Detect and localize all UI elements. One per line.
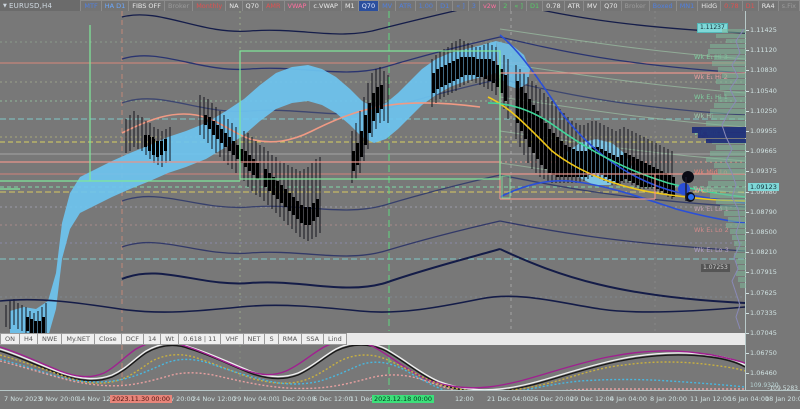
subpanel-button-wt[interactable]: Wt	[160, 333, 179, 345]
price-tick: 1.11425	[746, 26, 777, 34]
price-tick: 1.09080	[746, 187, 777, 196]
price-axis[interactable]: 1.11425 1.11120 1.10830 1.10540 1.10250 1.099…	[692, 11, 800, 390]
fan-blue-lower	[499, 179, 745, 224]
subpanel-button-ssa[interactable]: SSA	[301, 333, 324, 345]
time-tick: 21 Dec 04:00	[487, 395, 531, 403]
price-tick: 1.07045	[746, 329, 777, 337]
time-tick: 16 Jan 04:00	[728, 395, 770, 403]
subpanel-toolbar: ON H4 NWE My.NET Close DCF 14 Wt 0.618 | 11 VHF NE…	[0, 333, 745, 345]
time-tick: 8 Jan 20:00	[650, 395, 688, 403]
top-toolbar: ▼ EURUSD,H4 MTF HA D1 FIBS OFF Broker Monthl…	[0, 0, 800, 13]
price-tick: 1.11120	[746, 46, 777, 55]
candle-group-260	[263, 147, 321, 241]
symbol-ticker[interactable]: ▼ EURUSD,H4	[0, 0, 55, 11]
time-tick: 11 Jan 12:00	[690, 395, 732, 403]
level-label-wk-e-hi-1: Wk E₁ Hi 1	[694, 93, 728, 101]
level-label-wk-e-lo-2: Wk E₁ Lo 2	[694, 226, 729, 234]
time-tick: 2023.11.30 00:00	[110, 395, 173, 403]
time-tick: 6 Dec 12:00	[313, 395, 353, 403]
subpanel-button-on[interactable]: ON	[0, 333, 19, 345]
level-label-wk-e-hi-2: Wk E₁ Hi 2	[694, 73, 728, 81]
main-chart-canvas[interactable]: 1.11237 1.07253 Wk E₁ Hi 3 Wk E₁ Hi 2 Wk E…	[0, 11, 745, 390]
price-tick: 1.10250	[746, 106, 777, 115]
candle-group-350	[351, 67, 389, 183]
price-tick: 1.07915	[746, 268, 777, 277]
price-tag-top: 1.11237	[697, 23, 728, 33]
subpanel-button-close[interactable]: Close	[93, 333, 121, 345]
subpanel-button-vhf[interactable]: VHF	[220, 333, 243, 345]
subpanel-button-dcf[interactable]: DCF	[120, 333, 143, 345]
subpanel-button-s[interactable]: S	[264, 333, 278, 345]
price-tick: 1.09955	[746, 127, 777, 135]
subpanel-button-nwe[interactable]: NWE	[37, 333, 62, 345]
time-tick: 7 Nov 2023	[4, 395, 42, 403]
time-tick: 4 Jan 04:00	[610, 395, 648, 403]
time-tick: 24 Nov 12:00	[192, 395, 236, 403]
level-label-wk-hi: Wk Hi	[694, 112, 713, 120]
subpanel-button-net[interactable]: NET	[242, 333, 265, 345]
price-tick: 1.09375	[746, 167, 777, 176]
time-tick: 2023.12.18 00:00	[372, 395, 435, 403]
price-tick: 1.08790	[746, 207, 777, 216]
volume-profile	[692, 28, 746, 330]
time-axis[interactable]: 7 Nov 2023 9 Nov 20:00 14 Nov 12:00 2023.11…	[0, 385, 800, 409]
time-tick: 29 Nov 04:00	[233, 395, 277, 403]
price-tick: 1.09665	[746, 147, 777, 156]
time-tick: 18 Jan 20:00	[765, 395, 800, 403]
trade-marker	[678, 171, 695, 202]
current-price-tag: 1.09123	[748, 183, 779, 191]
price-tag-bottom: 1.07253	[700, 263, 731, 273]
price-tick: 1.10830	[746, 66, 777, 75]
subpanel-button-14[interactable]: 14	[142, 333, 161, 345]
candle-group-430	[431, 39, 509, 119]
price-tick: 1.08500	[746, 228, 777, 236]
time-tick: 1 Dec 20:00	[276, 395, 316, 403]
time-tick: 21 Nov 20:00	[151, 395, 195, 403]
price-tick: 1.10540	[746, 86, 777, 95]
time-axis-right-value: -109.5283	[767, 385, 798, 392]
subpanel-button-0-618-11[interactable]: 0.618 | 11	[178, 333, 221, 345]
axis-bottom-value: 109.9320	[750, 382, 779, 389]
subpanel-button-my-net[interactable]: My.NET	[61, 333, 94, 345]
level-label-wk-e-lo-3: Wk E₁ Lo 3	[694, 246, 729, 254]
time-tick: 14 Nov 12:00	[77, 395, 121, 403]
level-label-wk-e-lo-1: Wk E₁ Lo 1	[694, 205, 729, 213]
symbol-label: EURUSD,H4	[9, 1, 53, 10]
subpanel-button-rma[interactable]: RMA	[277, 333, 302, 345]
price-tick: 1.06460	[746, 369, 777, 378]
ma-salmon	[121, 102, 481, 143]
time-tick: 26 Dec 20:00	[530, 395, 574, 403]
toolbar-button-row: MTF HA D1 FIBS OFF Broker Monthly NA Q70 AMR VWA…	[80, 0, 800, 13]
time-tick: 29 Dec 12:00	[570, 395, 614, 403]
fan-yellow	[487, 96, 745, 202]
time-tick: 11 Dec 04:00	[350, 395, 394, 403]
level-label-wk-lo: Wk Lo	[694, 186, 714, 194]
chevron-down-icon[interactable]: ▼	[3, 2, 8, 9]
price-tick: 1.08210	[746, 248, 777, 257]
chart-svg	[0, 11, 745, 390]
subpanel-button-lind[interactable]: Lind	[323, 333, 347, 345]
price-tick: 1.07625	[746, 288, 777, 297]
subpanel-button-h4[interactable]: H4	[18, 333, 38, 345]
price-tick: 1.07335	[746, 308, 777, 317]
price-tick: 1.06750	[746, 349, 777, 358]
level-label-wk-e-hi-3: Wk E₁ Hi 3	[694, 53, 728, 61]
candle-group-200	[148, 95, 261, 197]
time-tick: 9 Nov 20:00	[39, 395, 79, 403]
oscillator-subpanel[interactable]	[0, 345, 745, 390]
level-label-wk-mid-lo: Wk Mid Lo	[694, 168, 728, 176]
time-tick: 12:00	[455, 395, 474, 403]
